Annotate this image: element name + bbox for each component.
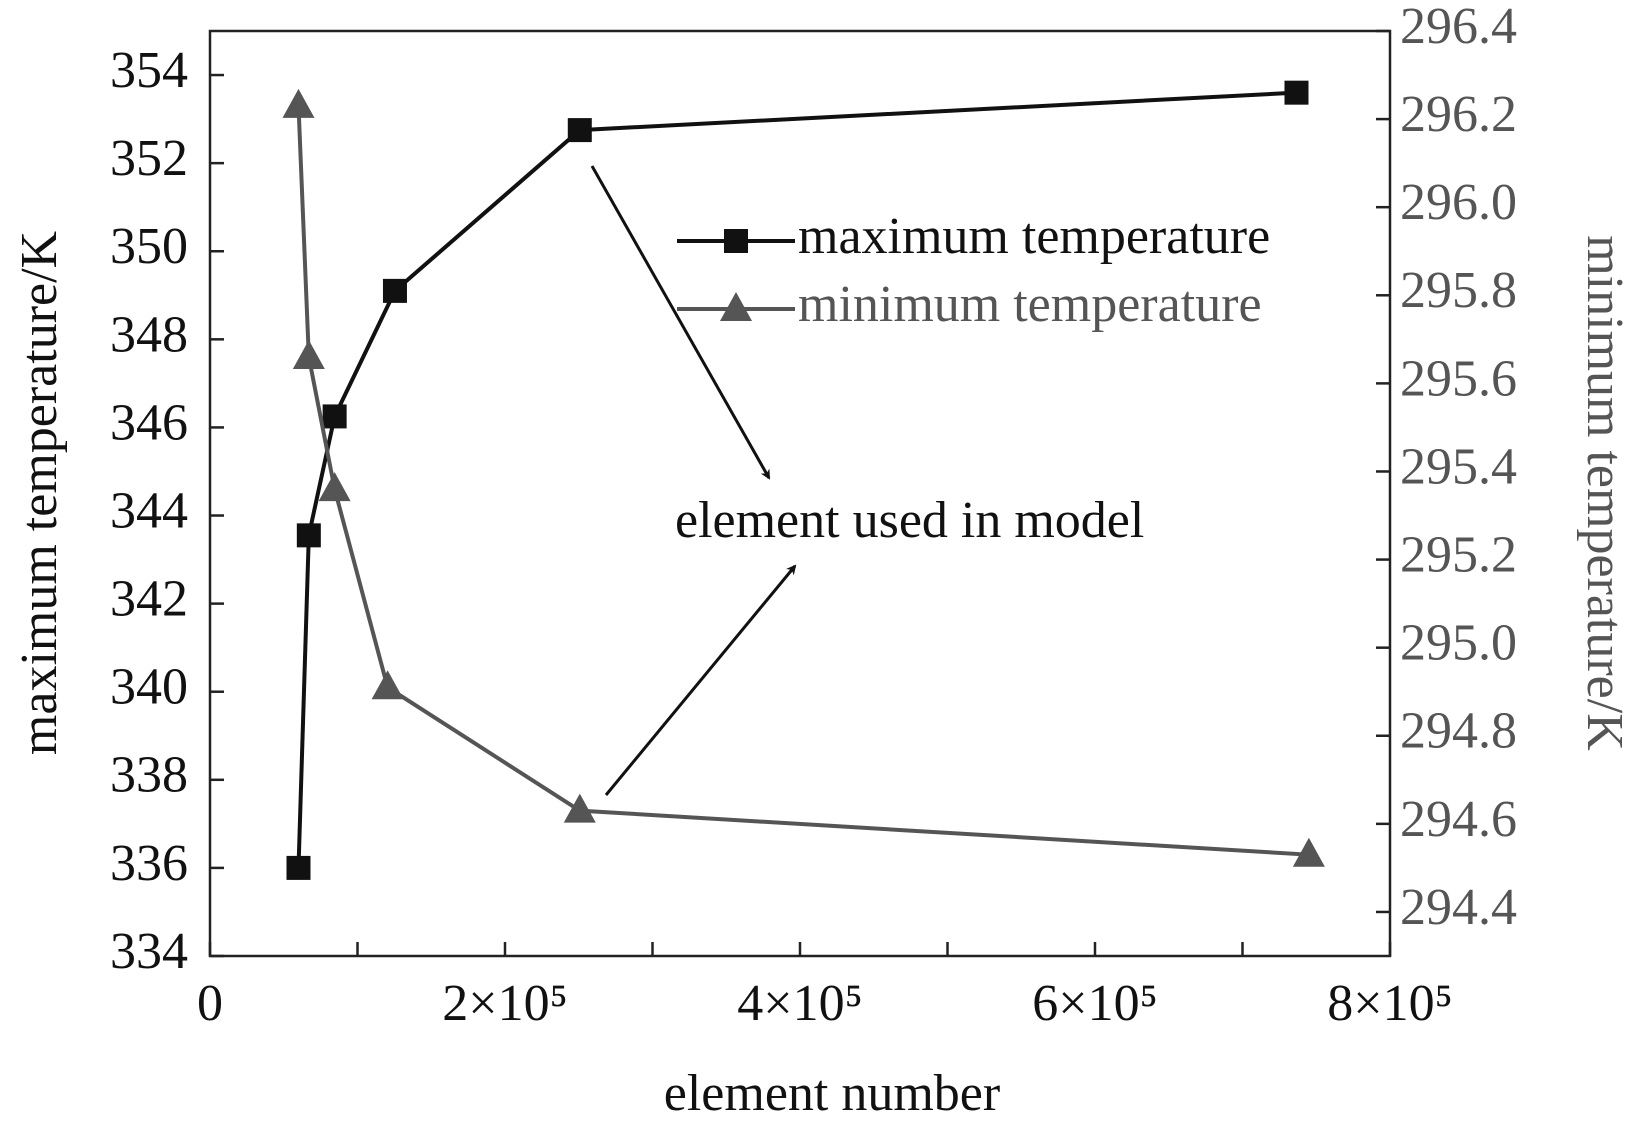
marker <box>371 670 404 700</box>
marker <box>563 793 596 823</box>
marker <box>322 404 347 429</box>
y-tick-label: 354 <box>110 42 188 99</box>
legend-marker <box>720 292 752 321</box>
legend-marker <box>724 229 748 253</box>
legend-label: maximum temperature <box>798 208 1270 265</box>
x-axis-title: element number <box>664 1065 1000 1122</box>
marker <box>382 278 407 303</box>
y-tick-label: 334 <box>110 923 188 980</box>
x-tick-label: 0 <box>197 975 223 1032</box>
y-tick-label: 348 <box>110 306 188 363</box>
marker <box>567 118 592 143</box>
x-tick-label: 2×10⁵ <box>442 975 567 1032</box>
y-tick-label: 350 <box>110 218 188 275</box>
marker <box>286 855 311 880</box>
y-tick-label: 344 <box>110 482 188 539</box>
y-tick-label: 336 <box>110 835 188 892</box>
y-axis-title: maximum temperature/K <box>11 230 68 755</box>
y-tick-label: 342 <box>110 571 188 628</box>
marker <box>1292 837 1325 867</box>
series-line <box>296 90 1297 868</box>
y2-tick-label: 294.6 <box>1400 791 1517 848</box>
marker <box>1284 80 1309 105</box>
y2-tick-label: 295.2 <box>1400 527 1517 584</box>
y2-tick-label: 296.4 <box>1400 0 1517 55</box>
y2-tick-label: 295.8 <box>1400 262 1517 319</box>
marker <box>318 472 351 502</box>
y-tick-label: 338 <box>110 747 188 804</box>
y2-tick-label: 295.4 <box>1400 438 1517 495</box>
annotation-arrow <box>604 564 797 796</box>
marker <box>292 339 325 369</box>
x-tick-label: 8×10⁵ <box>1327 975 1452 1032</box>
y2-axis-title: minimum temperature/K <box>1576 235 1628 751</box>
annotation: element used in model <box>675 492 1144 549</box>
y2-tick-label: 296.0 <box>1400 174 1517 231</box>
marker <box>296 523 321 548</box>
y-tick-label: 352 <box>110 130 188 187</box>
series-line <box>296 105 1310 857</box>
y2-tick-label: 294.8 <box>1400 703 1517 760</box>
legend-label: minimum temperature <box>798 276 1262 333</box>
y2-tick-label: 296.2 <box>1400 86 1517 143</box>
y-tick-label: 340 <box>110 659 188 716</box>
y2-tick-label: 294.4 <box>1400 879 1517 936</box>
y2-tick-label: 295.6 <box>1400 350 1517 407</box>
marker <box>282 88 315 118</box>
y2-tick-label: 295.0 <box>1400 615 1517 672</box>
annotation-arrow <box>590 165 771 480</box>
x-tick-label: 6×10⁵ <box>1032 975 1157 1032</box>
y-tick-label: 346 <box>110 394 188 451</box>
x-tick-label: 4×10⁵ <box>737 975 862 1032</box>
